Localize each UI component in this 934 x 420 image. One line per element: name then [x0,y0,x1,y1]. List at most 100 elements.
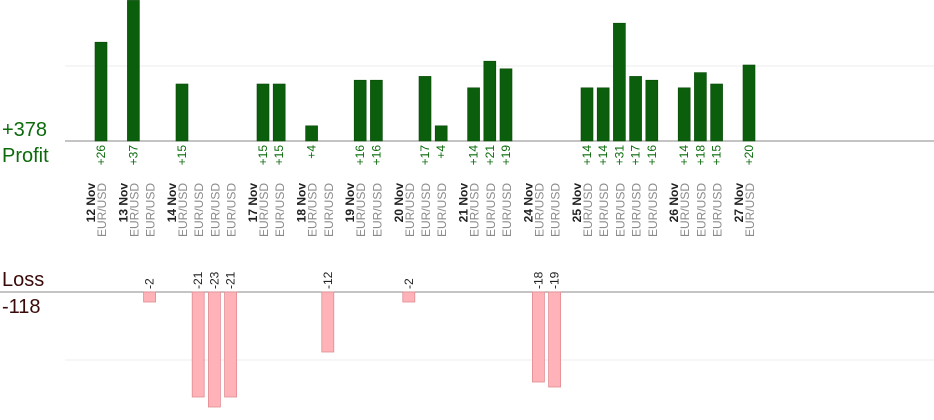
symbol-label: EUR/USD [500,183,514,237]
profit-bar [499,68,513,142]
profit-bar [629,76,642,142]
profit-bar [256,83,270,142]
symbol-label: EUR/USD [403,183,417,237]
symbol-label: EUR/USD [549,183,563,237]
loss-label: Loss [2,269,45,291]
loss-bar [191,291,205,398]
profit-bar [694,72,707,142]
profit-value-label: +15 [272,145,286,166]
profit-value-label: +16 [369,145,383,166]
profit-bar [483,60,497,142]
symbol-label: EUR/USD [208,183,222,237]
symbol-label: EUR/USD [322,183,336,237]
date-label: 20 Nov [392,183,406,223]
profit-value-label: +14 [596,145,610,166]
profit-value-label: +26 [94,145,108,166]
profit-bar [580,87,594,142]
profit-bar [742,64,756,142]
symbol-label: EUR/USD [127,183,141,237]
symbol-label: EUR/USD [257,183,271,237]
date-label: 12 Nov [84,183,98,223]
profit-value-label: +15 [710,145,724,166]
symbol-label: EUR/USD [419,183,433,237]
loss-value-label: -21 [191,271,205,289]
profit-value-label: +37 [126,145,140,166]
symbol-label: EUR/USD [468,183,482,237]
profit-bar [613,22,626,142]
symbol-label: EUR/USD [306,183,320,237]
loss-bar [224,291,238,398]
symbol-label: EUR/USD [192,183,206,237]
date-label: 19 Nov [343,183,357,223]
profit-label: Profit [2,145,49,167]
symbol-label: EUR/USD [711,183,725,237]
profit-bar [127,0,140,142]
date-label: 27 Nov [732,183,746,223]
profit-bar [434,125,448,142]
symbol-label: EUR/USD [694,183,708,237]
profit-bar [467,87,480,142]
symbol-label: EUR/USD [613,183,627,237]
loss-bar [532,291,545,383]
profit-value-label: +14 [580,145,594,166]
profit-bar [677,87,691,142]
loss-value-label: -18 [531,271,545,289]
symbol-label: EUR/USD [581,183,595,237]
date-label: 25 Nov [570,183,584,223]
date-label: 17 Nov [246,183,260,223]
loss-value-label: -2 [143,278,157,289]
profit-bar [710,83,723,142]
loss-bar [143,291,157,303]
loss-value-label: -21 [224,271,238,289]
loss-bar [207,291,221,408]
loss-bar [402,291,416,303]
symbol-label: EUR/USD [95,183,109,237]
profit-bar [645,79,659,142]
profit-value-label: +18 [693,145,707,166]
profit-value-label: +21 [483,145,497,166]
symbol-label: EUR/USD [144,183,158,237]
profit-bar [353,79,367,142]
profit-value-label: +16 [353,145,367,166]
profit-bar [370,79,383,142]
profit-value-label: +31 [612,145,626,166]
profit-value-label: +4 [434,145,448,159]
loss-value-label: -23 [207,271,221,289]
date-label: 18 Nov [295,183,309,223]
symbol-label: EUR/USD [532,183,546,237]
profit-bar [418,76,432,142]
loss-bar [321,291,335,353]
symbol-label: EUR/USD [646,183,660,237]
symbol-label: EUR/USD [630,183,644,237]
symbol-label: EUR/USD [678,183,692,237]
symbol-label: EUR/USD [370,183,384,237]
loss-bar [548,291,561,388]
loss-value-label: -12 [321,271,335,289]
profit-bar [175,83,189,142]
date-label: 14 Nov [165,183,179,223]
profit-value-label: +17 [418,145,432,166]
symbol-label: EUR/USD [435,183,449,237]
profit-value-label: +14 [677,145,691,166]
date-label: 13 Nov [116,183,130,223]
symbol-label: EUR/USD [743,183,757,237]
date-label: 26 Nov [667,183,681,223]
profit-value-label: +20 [742,145,756,166]
profit-bar [94,41,108,142]
profit-value-label: +15 [175,145,189,166]
profit-value-label: +16 [645,145,659,166]
symbol-label: EUR/USD [597,183,611,237]
symbol-label: EUR/USD [273,183,287,237]
date-label: 21 Nov [457,183,471,223]
loss-value-label: -19 [548,271,562,289]
profit-value-label: +15 [256,145,270,166]
profit-bar [305,125,318,142]
symbol-label: EUR/USD [225,183,239,237]
profit-value-label: +19 [499,145,513,166]
profit-value-label: +17 [629,145,643,166]
loss-value-label: -2 [402,278,416,289]
profit-value-label: +4 [305,145,319,159]
profit-bar [272,83,286,142]
symbol-label: EUR/USD [354,183,368,237]
